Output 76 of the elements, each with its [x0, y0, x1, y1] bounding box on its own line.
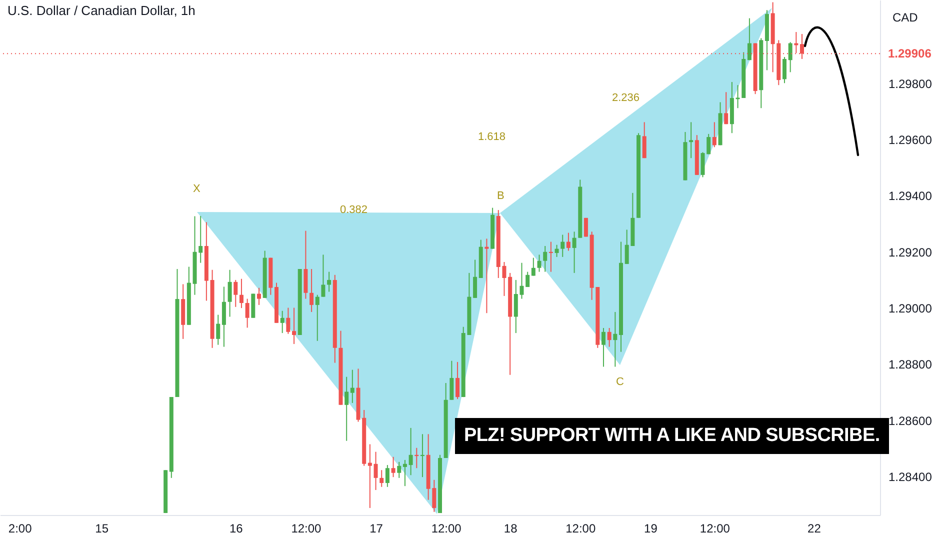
candlestick [397, 461, 402, 478]
candlestick [315, 294, 320, 342]
candlestick [286, 307, 290, 334]
candlestick [280, 310, 284, 334]
candlestick [245, 298, 250, 328]
y-tick-label: 1.29800 [888, 76, 932, 91]
candlestick [380, 470, 384, 488]
annotation: 1.618 [478, 131, 506, 143]
candlestick [292, 307, 296, 344]
y-tick-label: 1.29000 [888, 302, 932, 316]
candlestick [368, 444, 372, 508]
annotation: PLZ! SUPPORT WITH A LIKE AND SUBSCRIBE. [455, 418, 889, 454]
candlestick [408, 427, 413, 476]
candlestick [526, 271, 530, 288]
candlestick [256, 287, 261, 306]
candlestick [712, 122, 716, 148]
candlestick [484, 238, 489, 314]
y-axis-title: CAD [892, 10, 918, 24]
candlestick [239, 278, 244, 309]
candlestick [560, 234, 565, 258]
y-tick-label: 1.28400 [888, 470, 932, 484]
candlestick [391, 456, 396, 478]
candlestick [788, 42, 792, 73]
annotation: B [497, 190, 504, 202]
candlestick [642, 122, 646, 159]
x-tick-label: 19 [644, 522, 658, 536]
x-tick-label: 12:00 [700, 522, 730, 536]
annotation: 2.236 [612, 92, 640, 104]
x-tick-label: 2:00 [8, 522, 32, 536]
annotation: C [616, 376, 624, 388]
candlestick [613, 311, 618, 368]
candlestick [450, 360, 454, 400]
x-tick-label: 15 [95, 522, 109, 536]
candlestick [543, 245, 548, 272]
x-tick-label: 12:00 [566, 522, 596, 536]
candlestick [234, 279, 238, 308]
candlestick [747, 18, 752, 61]
chart-title: U.S. Dollar / Canadian Dollar, 1h [8, 3, 196, 18]
candlestick [228, 269, 232, 318]
candlestick [344, 376, 349, 442]
candlestick [216, 314, 220, 346]
y-tick-label: 1.29600 [888, 133, 932, 148]
x-tick-label: 12:00 [431, 522, 462, 536]
y-tick-label: 1.28800 [888, 358, 932, 372]
candlestick [402, 459, 407, 487]
candlestick [601, 327, 606, 368]
candlestick [304, 230, 308, 300]
candlestick [724, 92, 728, 125]
candlestick [782, 56, 786, 84]
candlestick [537, 254, 542, 272]
x-tick-label: 18 [504, 522, 518, 536]
x-tick-label: 12:00 [291, 522, 322, 536]
candlestick [222, 286, 226, 348]
annotation: 0.382 [340, 204, 368, 216]
y-tick-label: 1.29200 [888, 245, 932, 260]
candlestick [607, 327, 612, 348]
candlestick [321, 254, 326, 298]
candlestick [572, 231, 576, 274]
candlestick [385, 464, 390, 488]
candlestick [531, 257, 536, 276]
candlestick [374, 451, 378, 491]
y-tick-label: 1.28600 [888, 414, 932, 428]
x-tick-label: 16 [229, 522, 244, 536]
candlestick [327, 271, 332, 292]
y-tick-label: 1.29400 [888, 189, 932, 204]
candlestick [473, 259, 478, 298]
candlestick [554, 244, 559, 258]
candlestick [310, 268, 314, 312]
candlestick [350, 369, 354, 404]
x-tick-label: 17 [370, 522, 384, 536]
candlestick [566, 232, 570, 252]
candlestick [456, 361, 460, 400]
ref-line-label: 1.29906 [888, 46, 932, 61]
candlestick [689, 122, 694, 159]
annotation: X [193, 183, 200, 195]
x-tick-label: 22 [808, 522, 822, 536]
